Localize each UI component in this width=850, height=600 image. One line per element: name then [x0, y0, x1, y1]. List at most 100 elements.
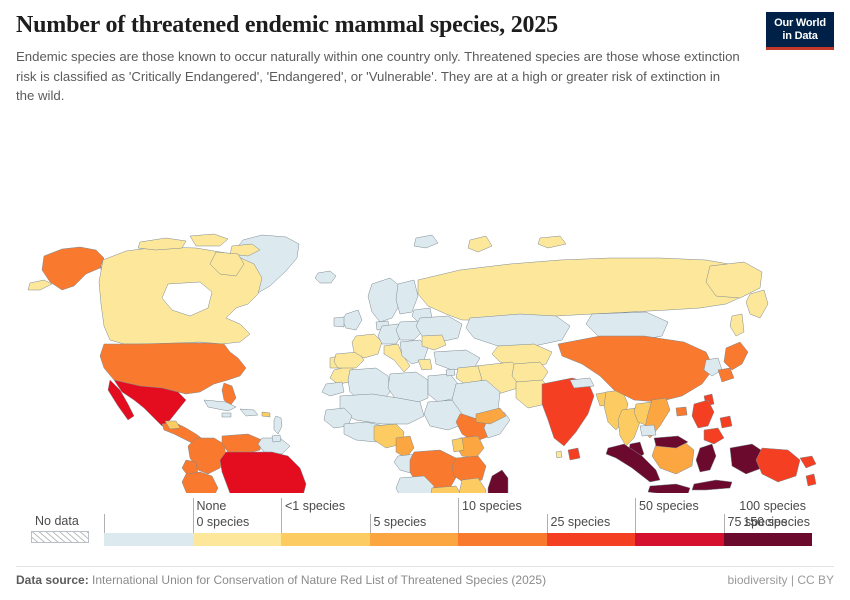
legend-band-3[interactable] — [369, 533, 458, 546]
map-country-png[interactable] — [755, 447, 801, 483]
map-country-brazil[interactable] — [219, 451, 307, 493]
map-country-india[interactable] — [541, 377, 595, 447]
map-country-sakhalin[interactable] — [729, 313, 745, 337]
map-country-wsahara[interactable] — [321, 381, 345, 397]
legend-band-7[interactable] — [723, 533, 812, 546]
map-country-romania[interactable] — [421, 334, 447, 351]
legend-band-6[interactable] — [635, 533, 724, 546]
map-country-sulawesi[interactable] — [695, 443, 717, 473]
map-country-iceland[interactable] — [314, 270, 337, 284]
map-country-novaya-zemlya[interactable] — [467, 235, 493, 253]
map-country-cambodia-core[interactable] — [639, 424, 657, 437]
legend-tick — [458, 498, 459, 533]
data-source-text: International Union for Conservation of … — [92, 573, 547, 587]
map-country-finland[interactable] — [395, 279, 419, 315]
map-country-norway-sweden[interactable] — [367, 277, 401, 323]
owid-logo[interactable]: Our World in Data — [766, 12, 834, 50]
map-country-maldives[interactable] — [555, 450, 563, 459]
map-country-baffin[interactable] — [209, 251, 245, 277]
map-country-java[interactable] — [647, 483, 691, 493]
map-country-guatemala[interactable] — [164, 420, 181, 430]
map-country-germany[interactable] — [377, 323, 403, 345]
map-country-sumatra[interactable] — [605, 443, 661, 483]
map-country-ireland[interactable] — [333, 316, 345, 328]
map-country-philippines[interactable] — [691, 399, 715, 429]
map-country-korea[interactable] — [703, 357, 723, 377]
map-country-venezuela[interactable] — [221, 433, 263, 455]
chart-header: Number of threatened endemic mammal spec… — [16, 10, 756, 106]
map-country-philippines-south[interactable] — [703, 427, 725, 445]
map-country-zambia[interactable] — [430, 485, 462, 493]
map-country-lesser-antilles[interactable] — [273, 415, 283, 435]
map-country-uganda[interactable] — [451, 437, 465, 453]
map-country-kazakhstan[interactable] — [465, 313, 571, 347]
map-country-japan[interactable] — [723, 341, 749, 371]
map-country-russia[interactable] — [417, 257, 757, 321]
legend-band-1[interactable] — [192, 533, 281, 546]
map-country-russia-far-east[interactable] — [705, 261, 763, 299]
map-country-colombia[interactable] — [187, 437, 227, 475]
map-country-puerto-rico[interactable] — [261, 411, 271, 418]
legend-top-label: 100 species — [739, 499, 806, 513]
map-country-russia-arctic-isl[interactable] — [537, 235, 567, 249]
map-country-uk[interactable] — [341, 309, 363, 331]
map-country-libya[interactable] — [387, 371, 429, 405]
legend-top-label: <1 species — [285, 499, 346, 513]
map-country-canada-arctic-1[interactable] — [137, 237, 187, 251]
world-map-svg[interactable] — [0, 108, 850, 493]
legend-tick — [369, 514, 371, 533]
map-country-angola[interactable] — [395, 475, 435, 493]
map-country-japan-south[interactable] — [717, 367, 735, 383]
map-country-hainan[interactable] — [675, 406, 688, 417]
map-country-madagascar[interactable] — [487, 469, 509, 493]
legend-tick — [281, 498, 282, 533]
data-source: Data source: International Union for Con… — [16, 573, 546, 587]
map-country-italy[interactable] — [383, 343, 411, 373]
map-country-cameroon[interactable] — [395, 435, 415, 459]
map-country-jamaica[interactable] — [221, 412, 232, 418]
map-country-trinidad[interactable] — [271, 434, 282, 443]
legend-tick — [104, 514, 105, 533]
owid-logo-line1: Our World — [774, 17, 826, 29]
map-country-aleutians[interactable] — [27, 279, 53, 291]
map-country-mozambique[interactable] — [458, 477, 487, 493]
footer-license[interactable]: biodiversity | CC BY — [727, 573, 834, 587]
legend-top-label: 50 species — [639, 499, 699, 513]
map-country-kamchatka[interactable] — [745, 289, 769, 319]
world-map-container[interactable] — [0, 108, 850, 493]
map-country-sri-lanka[interactable] — [567, 447, 581, 461]
map-country-cuba[interactable] — [203, 399, 237, 412]
map-country-hispaniola[interactable] — [239, 408, 259, 417]
legend-tick — [546, 514, 548, 533]
map-country-greece[interactable] — [417, 358, 433, 371]
map-country-yemen[interactable] — [475, 407, 507, 425]
map-country-france[interactable] — [351, 333, 383, 359]
map-country-nepal[interactable] — [569, 377, 595, 389]
map-country-cyprus[interactable] — [445, 368, 456, 377]
map-country-vanuatu[interactable] — [805, 473, 817, 487]
map-country-layer[interactable] — [27, 233, 828, 493]
map-country-mexico[interactable] — [113, 379, 187, 427]
map-country-china[interactable] — [557, 335, 715, 403]
map-country-baja[interactable] — [107, 379, 135, 421]
map-country-peru[interactable] — [181, 471, 219, 493]
legend-no-data-swatch[interactable] — [31, 531, 89, 543]
map-country-canada-arctic-2[interactable] — [189, 233, 229, 247]
legend-band-2[interactable] — [281, 533, 370, 546]
map-legend[interactable]: No data None <1 species 10 species 50 speci… — [0, 498, 850, 550]
legend-tick — [635, 498, 636, 533]
map-country-alaska[interactable] — [41, 246, 105, 291]
map-country-solomons[interactable] — [799, 455, 817, 469]
legend-band-0[interactable] — [104, 533, 193, 546]
map-country-svalbard[interactable] — [413, 234, 439, 249]
legend-bottom-label: 150 species — [743, 515, 810, 529]
map-country-lesser-sunda[interactable] — [691, 479, 733, 491]
legend-band-4[interactable] — [458, 533, 547, 546]
map-country-mindanao[interactable] — [719, 415, 733, 429]
map-country-hudson-bay[interactable] — [161, 281, 213, 317]
map-country-borneo-north[interactable] — [653, 435, 689, 449]
map-country-canada-arctic-3[interactable] — [229, 243, 261, 257]
legend-color-bar[interactable] — [104, 533, 812, 546]
legend-band-5[interactable] — [546, 533, 635, 546]
